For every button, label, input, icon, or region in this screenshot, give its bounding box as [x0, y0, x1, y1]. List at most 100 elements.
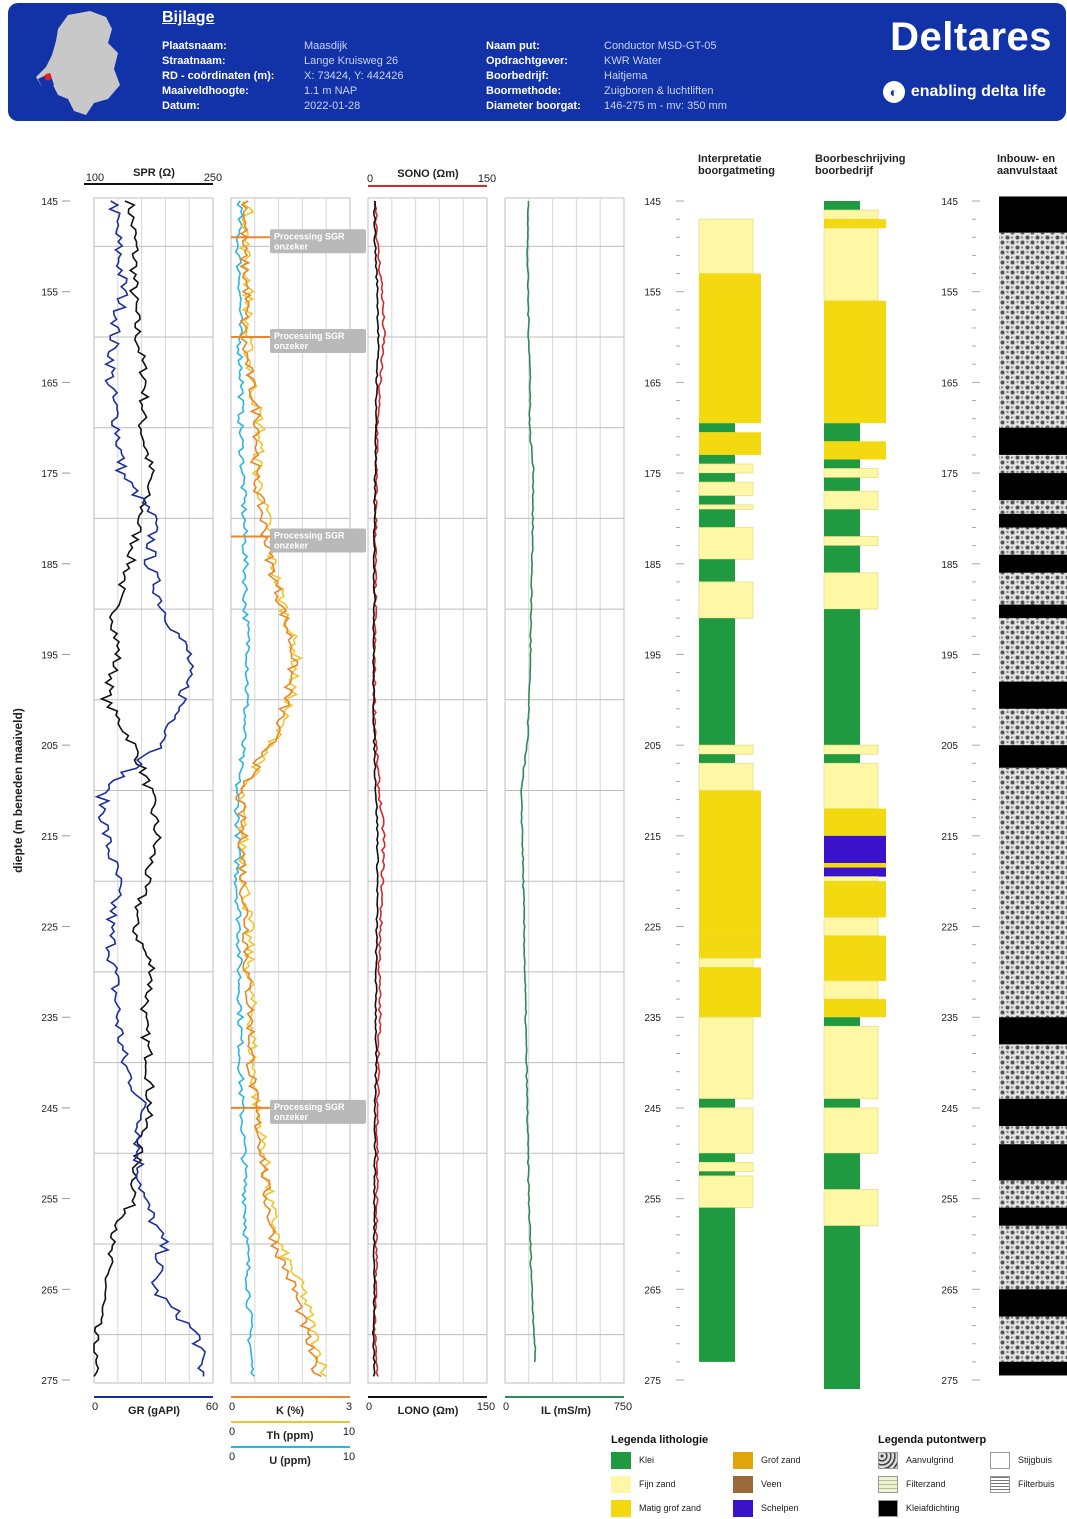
depth-tick-label: 205 [41, 741, 58, 752]
heading-interpretatie: Interpretatie boorgatmeting [698, 153, 775, 177]
interpretatie-layer-grof [699, 790, 761, 936]
interpretatie-layer-klei [699, 1153, 735, 1163]
boorbedrijf-layer-klei [824, 477, 860, 492]
th-curve [236, 201, 328, 1378]
legend-label: Stijgbuis [1018, 1455, 1053, 1465]
meta-label: Plaatsnaam: [162, 40, 227, 52]
depth-tick-label: 255 [644, 1195, 661, 1206]
heading-inbouw: Inbouw- en aanvulstaat [997, 153, 1058, 177]
interpretatie-layer-klei [699, 754, 735, 764]
depth-tick-label: 185 [941, 560, 958, 571]
gr-axis-title: GR (gAPI) [128, 1405, 180, 1417]
depth-tick-label: 165 [941, 378, 958, 389]
well-layer-aanvulgrind [999, 1044, 1067, 1099]
well-layer-aanvulgrind [999, 1225, 1067, 1290]
depth-tick-label: 265 [644, 1285, 661, 1296]
spr-max-label: 250 [204, 172, 222, 184]
depth-tick-label: 195 [41, 650, 58, 661]
boorbedrijf-layer-klei [824, 545, 860, 573]
boorbedrijf-layer-grof [824, 300, 886, 424]
legend-label: Matig grof zand [639, 1503, 702, 1513]
legend-color-swatch [733, 1476, 753, 1494]
wave-logo-icon: ◐ [882, 81, 905, 103]
spr-curve [93, 200, 162, 1377]
k-curve [235, 200, 322, 1378]
meta-value: X: 73424, Y: 442426 [304, 70, 404, 82]
meta-label: Boorbedrijf: [486, 70, 549, 82]
interpretatie-layer-klei [699, 618, 735, 746]
depth-tick-label: 235 [941, 1013, 958, 1024]
interpretatie-layer-fijn [698, 1107, 754, 1154]
depth-tick-label: 275 [41, 1376, 58, 1387]
depth-tick-label: 245 [644, 1104, 661, 1115]
boorbedrijf-layer-klei [824, 201, 860, 211]
interpretatie-layer-klei [699, 1207, 735, 1362]
meta-value: Zuigboren & luchtliften [604, 85, 714, 97]
sand-swatch-icon [878, 1476, 898, 1494]
boorbedrijf-layer-fijn [823, 1107, 879, 1154]
boorbedrijf-layer-schelpen [824, 867, 886, 877]
well-layer-aanvulgrind [999, 1316, 1067, 1362]
scale-max-label: 3 [346, 1401, 352, 1413]
well-layer-aanvulgrind [999, 527, 1067, 555]
processing-annotation-box [270, 229, 366, 254]
boorbedrijf-layer-klei [824, 1225, 860, 1390]
meta-row: Boormethode: Zuigboren & luchtliften [486, 84, 727, 99]
legend-item: Stijgbuis [990, 1451, 1053, 1470]
well-layer-kleiafdichting [999, 196, 1067, 233]
il-max-label: 750 [614, 1401, 632, 1413]
annotation-text: Processing SGR [274, 331, 345, 341]
boorbedrijf-layer-grof [824, 808, 886, 836]
legend-color-swatch [733, 1452, 753, 1470]
interpretatie-layer-grof [699, 967, 761, 1018]
meta-row: RD - coördinaten (m): X: 73424, Y: 442426 [162, 69, 404, 84]
meta-value: 1.1 m NAP [304, 85, 358, 97]
depth-tick-label: 145 [644, 197, 661, 208]
lono-min-label: 0 [366, 1401, 372, 1413]
well-layer-kleiafdichting [999, 1289, 1067, 1317]
well-layer-kleiafdichting [999, 1098, 1067, 1127]
meta-label: Maaiveldhoogte: [162, 85, 249, 97]
legend-putontwerp-title: Legenda putontwerp [878, 1434, 987, 1446]
track4-grid [504, 197, 625, 1384]
boorbedrijf-layer-fijn [823, 1189, 879, 1227]
well-layer-kleiafdichting [999, 427, 1067, 455]
boorbedrijf-layer-klei [824, 459, 860, 469]
legend-item: Matig grof zand [611, 1499, 702, 1518]
interpretatie-layer-klei [699, 495, 735, 505]
legend-item: Filterbuis [990, 1475, 1055, 1494]
processing-annotation-box [270, 329, 366, 354]
boorbedrijf-layer-fijn [823, 917, 879, 937]
sono-curve [372, 200, 386, 1377]
well-layer-aanvulgrind [999, 1180, 1067, 1208]
well-layer-kleiafdichting [999, 1144, 1067, 1181]
boorbedrijf-layer-klei [824, 754, 860, 764]
meta-row: Boorbedrijf: Haitjema [486, 69, 727, 84]
boorbedrijf-layer-fijn [823, 227, 879, 302]
interpretatie-layer-fijn [698, 1161, 754, 1172]
depth-tick-label: 175 [41, 469, 58, 480]
site-meta-right: Naam put: Conductor MSD-GT-05 Opdrachtgeve… [486, 39, 727, 114]
meta-row: Datum: 2022-01-28 [162, 99, 404, 114]
depth-tick-label: 195 [644, 650, 661, 661]
depth-tick-label: 225 [941, 923, 958, 934]
legend-label: Filterbuis [1018, 1479, 1055, 1489]
depth-tick-label: 175 [644, 469, 661, 480]
boorbedrijf-layer-grof [824, 999, 886, 1018]
meta-row: Naam put: Conductor MSD-GT-05 [486, 39, 727, 54]
depth-tick-label: 215 [644, 832, 661, 843]
scale-axis-title: Th (ppm) [266, 1430, 313, 1442]
lono-axis-title: LONO (Ωm) [398, 1405, 459, 1417]
well-layer-kleiafdichting [999, 604, 1067, 619]
depth-tick-label: 205 [644, 741, 661, 752]
meta-label: Diameter boorgat: [486, 100, 581, 112]
well-layer-kleiafdichting [999, 473, 1067, 501]
u-curve [233, 200, 255, 1377]
interpretatie-layer-klei [699, 1171, 735, 1176]
legend-item: Filterzand [878, 1475, 946, 1494]
heading-line: boorbedrijf [815, 165, 874, 177]
netherlands-map-icon [36, 11, 120, 115]
well-layer-aanvulgrind [999, 767, 1067, 1018]
tagline: ◐ enabling delta life [882, 81, 1046, 103]
riser-swatch-icon [990, 1452, 1010, 1470]
